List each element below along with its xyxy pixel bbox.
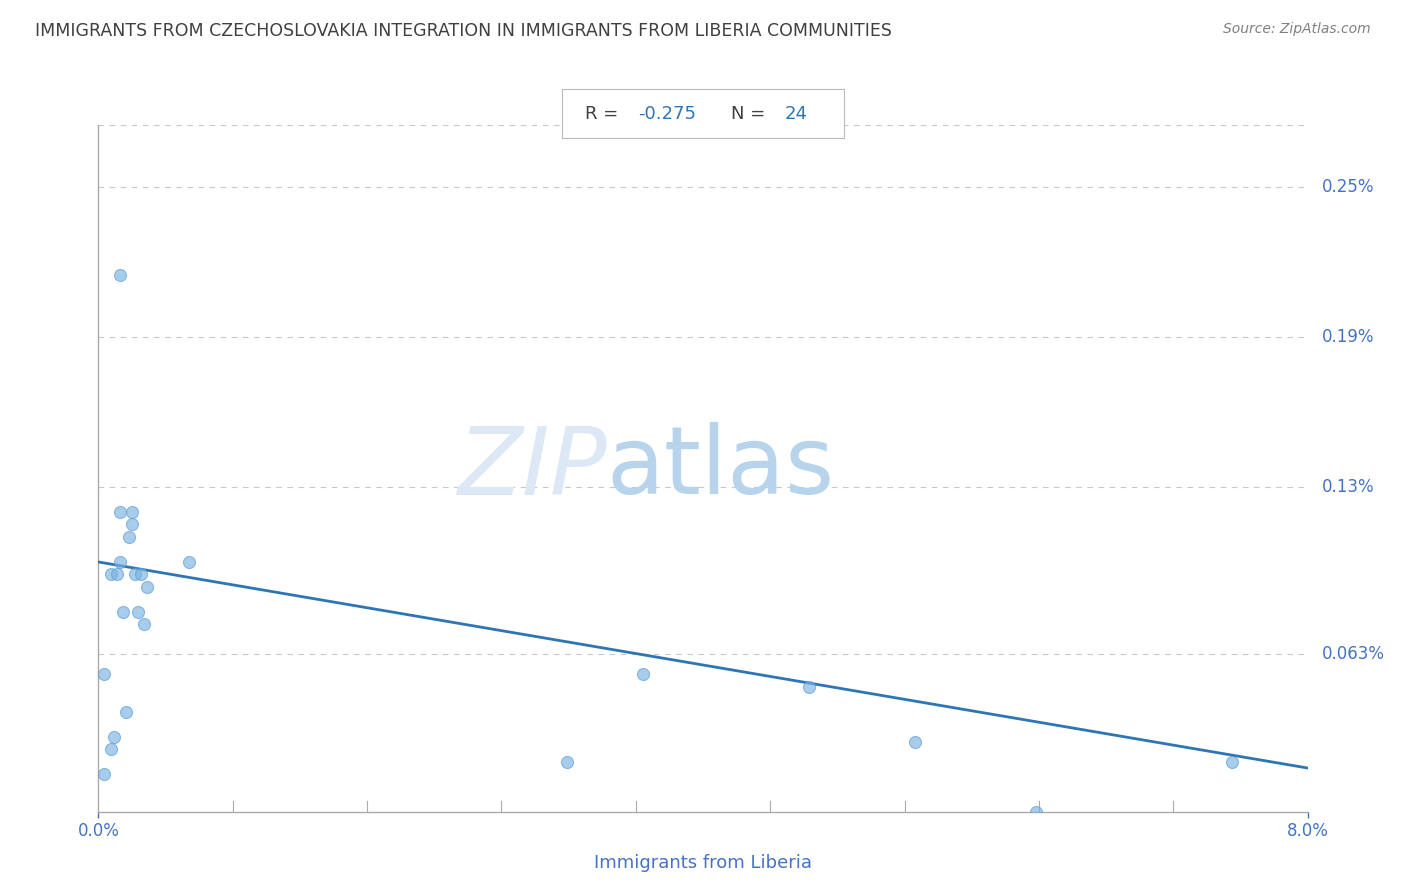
Point [129, 567, 152, 582]
Point [121, 517, 143, 532]
Point [108, 505, 131, 519]
Text: Source: ZipAtlas.com: Source: ZipAtlas.com [1223, 22, 1371, 37]
Point [111, 605, 134, 619]
Point [555, 755, 578, 769]
Point [100, 742, 122, 756]
Point [1024, 805, 1046, 819]
Point [114, 705, 136, 719]
Point [118, 530, 141, 544]
Text: 0.063%: 0.063% [1322, 646, 1385, 664]
Text: 0.13%: 0.13% [1322, 478, 1375, 496]
Text: IMMIGRANTS FROM CZECHOSLOVAKIA INTEGRATION IN IMMIGRANTS FROM LIBERIA COMMUNITIE: IMMIGRANTS FROM CZECHOSLOVAKIA INTEGRATI… [35, 22, 891, 40]
Point [93, 667, 115, 681]
Point [93, 767, 115, 781]
Point [179, 555, 201, 569]
Point [100, 567, 122, 582]
Point [631, 667, 654, 681]
Text: 0.25%: 0.25% [1322, 178, 1375, 196]
Text: N =: N = [731, 104, 770, 123]
Point [105, 567, 128, 582]
Text: 0.19%: 0.19% [1322, 328, 1375, 346]
Point [121, 505, 143, 519]
Text: R =: R = [585, 104, 624, 123]
Point [108, 555, 131, 569]
Point [124, 567, 146, 582]
Point [135, 580, 157, 594]
X-axis label: Immigrants from Liberia: Immigrants from Liberia [593, 854, 813, 872]
Text: -0.275: -0.275 [638, 104, 696, 123]
Point [903, 735, 925, 749]
Point [127, 605, 149, 619]
Point [132, 617, 155, 632]
Text: 24: 24 [785, 104, 807, 123]
Point [1220, 755, 1243, 769]
Point [103, 730, 125, 744]
Text: ZIP: ZIP [457, 423, 606, 514]
Point [108, 268, 131, 282]
Text: atlas: atlas [606, 422, 835, 515]
Point [797, 680, 820, 694]
